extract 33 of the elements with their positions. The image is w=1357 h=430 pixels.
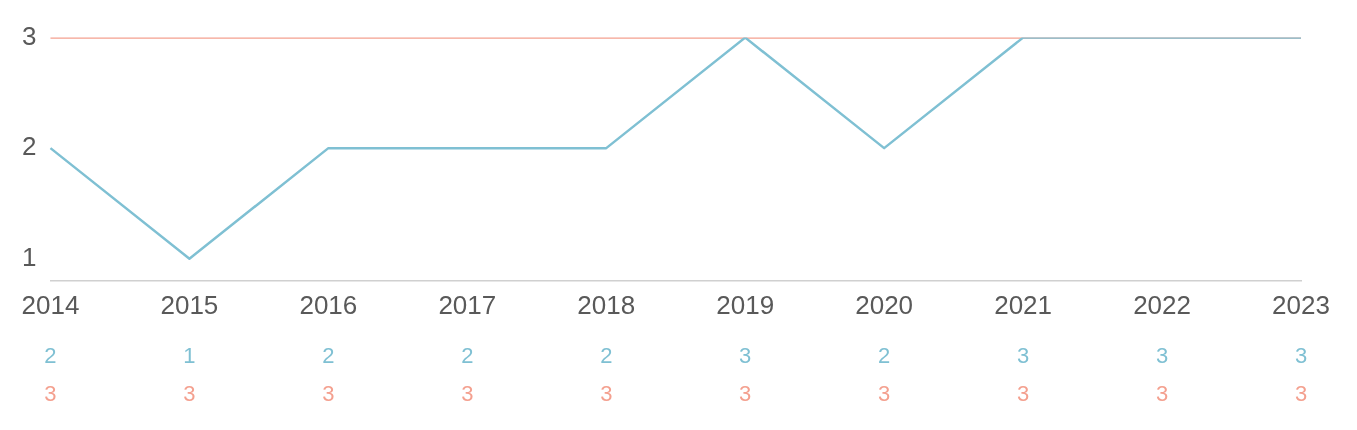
data-label: 2 <box>878 342 891 368</box>
x-tick-label: 2016 <box>299 289 358 320</box>
data-label: 3 <box>1155 380 1169 406</box>
x-tick-label: 2023 <box>1272 289 1330 320</box>
data-label: 3 <box>600 380 613 406</box>
data-label: 3 <box>461 380 474 406</box>
x-tick-label: 2020 <box>855 289 914 320</box>
data-label: 2 <box>44 342 57 368</box>
y-tick-label: 2 <box>21 131 37 162</box>
data-label: 3 <box>1294 380 1308 406</box>
y-tick-label: 1 <box>21 241 37 272</box>
data-label: 3 <box>1155 342 1169 368</box>
data-label: 1 <box>183 342 196 368</box>
x-tick-label: 2019 <box>716 289 775 320</box>
x-tick-label: 2018 <box>577 289 636 320</box>
x-tick-label: 2014 <box>21 289 80 320</box>
data-label: 3 <box>878 380 891 406</box>
data-label: 2 <box>461 342 474 368</box>
data-label: 3 <box>1016 380 1030 406</box>
data-label: 3 <box>44 380 57 406</box>
x-tick-label: 2022 <box>1133 289 1191 320</box>
data-label: 3 <box>322 380 335 406</box>
x-tick-label: 2015 <box>160 289 219 320</box>
data-label: 2 <box>322 342 335 368</box>
x-tick-label: 2021 <box>994 289 1053 320</box>
data-label: 3 <box>739 342 752 368</box>
x-tick-label: 2017 <box>438 289 497 320</box>
y-tick-label: 3 <box>21 20 37 51</box>
data-label: 3 <box>1294 342 1308 368</box>
data-label: 3 <box>739 380 752 406</box>
data-label: 3 <box>183 380 196 406</box>
data-label: 3 <box>1016 342 1030 368</box>
data-label: 2 <box>600 342 613 368</box>
